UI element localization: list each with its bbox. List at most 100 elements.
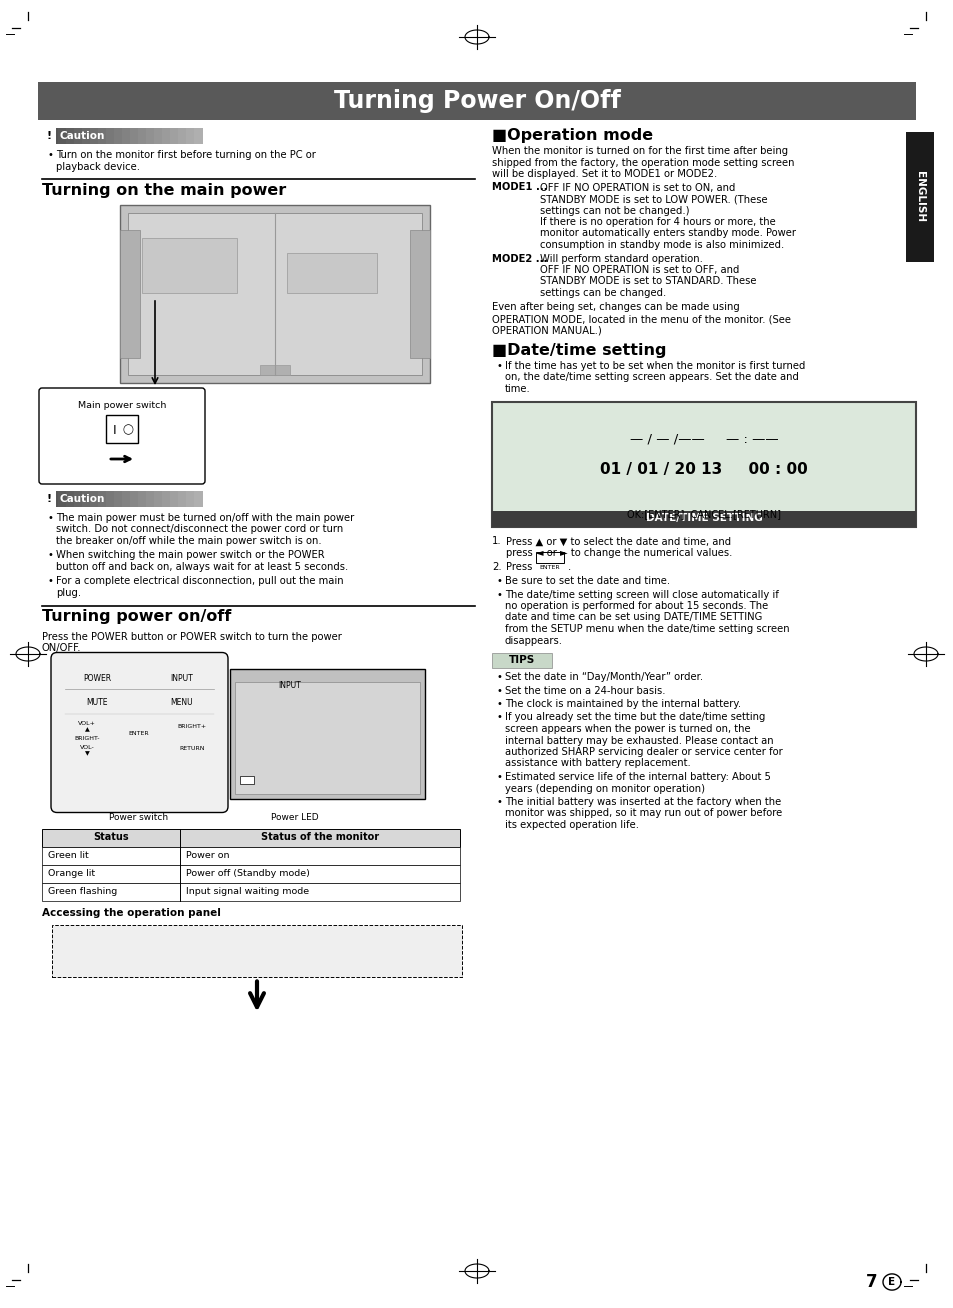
Bar: [74, 490, 83, 508]
Bar: [153, 490, 163, 508]
Bar: [122, 490, 131, 508]
Text: consumption in standby mode is also minimized.: consumption in standby mode is also mini…: [539, 239, 783, 250]
Text: POWER: POWER: [83, 674, 111, 683]
Text: settings can be changed.: settings can be changed.: [539, 288, 665, 298]
Text: monitor automatically enters standby mode. Power: monitor automatically enters standby mod…: [539, 229, 795, 238]
Text: Orange lit: Orange lit: [48, 869, 95, 878]
Text: ON/OFF.: ON/OFF.: [42, 644, 81, 653]
Text: !: !: [47, 494, 51, 504]
Text: disappears.: disappears.: [504, 636, 562, 646]
Bar: [113, 490, 123, 508]
Text: MUTE: MUTE: [86, 698, 108, 708]
Text: •: •: [48, 513, 53, 523]
Text: ◯: ◯: [122, 425, 133, 436]
Bar: [186, 128, 194, 144]
Bar: [106, 490, 115, 508]
Text: •: •: [48, 551, 53, 561]
Text: MODE2 ...: MODE2 ...: [492, 254, 547, 263]
Text: OFF IF NO OPERATION is set to OFF, and: OFF IF NO OPERATION is set to OFF, and: [539, 266, 739, 275]
Bar: [230, 668, 424, 798]
Text: INPUT: INPUT: [278, 681, 301, 691]
Text: ENTER: ENTER: [129, 731, 150, 736]
Bar: [50, 490, 59, 508]
Text: Be sure to set the date and time.: Be sure to set the date and time.: [504, 576, 669, 586]
Text: button off and back on, always wait for at least 5 seconds.: button off and back on, always wait for …: [56, 562, 348, 572]
Text: time.: time.: [504, 385, 530, 394]
Bar: [82, 490, 91, 508]
Text: DATE/TIME SETTING: DATE/TIME SETTING: [645, 514, 761, 523]
Text: Power off (Standby mode): Power off (Standby mode): [186, 869, 310, 878]
FancyBboxPatch shape: [51, 653, 228, 812]
Text: Status of the monitor: Status of the monitor: [261, 832, 378, 842]
Text: •: •: [497, 713, 502, 722]
Bar: [42, 865, 459, 883]
Bar: [146, 128, 154, 144]
Text: monitor was shipped, so it may run out of power before: monitor was shipped, so it may run out o…: [504, 808, 781, 819]
Bar: [186, 490, 194, 508]
Bar: [120, 205, 430, 383]
Text: Power LED: Power LED: [271, 812, 318, 821]
Text: VOL+
▲: VOL+ ▲: [78, 721, 96, 732]
Text: INPUT: INPUT: [171, 674, 193, 683]
Bar: [130, 128, 139, 144]
Bar: [142, 238, 236, 293]
Text: •: •: [497, 590, 502, 599]
Text: The date/time setting screen will close automatically if: The date/time setting screen will close …: [504, 590, 778, 599]
Bar: [260, 365, 290, 375]
Bar: [58, 490, 67, 508]
Bar: [52, 925, 461, 977]
Text: Power switch: Power switch: [110, 812, 169, 821]
Bar: [42, 490, 56, 508]
Text: Turning Power On/Off: Turning Power On/Off: [334, 89, 619, 112]
Bar: [410, 230, 430, 358]
Text: I: I: [113, 424, 116, 437]
Text: BRIGHT+: BRIGHT+: [177, 725, 207, 729]
Text: Turning power on/off: Turning power on/off: [42, 610, 232, 624]
Text: •: •: [497, 576, 502, 586]
Bar: [128, 213, 421, 375]
FancyBboxPatch shape: [39, 388, 205, 484]
Text: TIPS: TIPS: [508, 655, 535, 664]
Text: •: •: [497, 772, 502, 782]
Text: 01 / 01 / 20 13     00 : 00: 01 / 01 / 20 13 00 : 00: [599, 462, 807, 477]
Text: RETURN: RETURN: [179, 746, 205, 751]
Text: •: •: [48, 150, 53, 160]
Text: shipped from the factory, the operation mode setting screen: shipped from the factory, the operation …: [492, 157, 794, 167]
Bar: [146, 490, 154, 508]
Text: •: •: [497, 698, 502, 709]
Bar: [138, 490, 147, 508]
Bar: [178, 490, 187, 508]
Text: Turning on the main power: Turning on the main power: [42, 183, 286, 198]
Bar: [536, 552, 563, 562]
Text: no operation is performed for about 15 seconds. The: no operation is performed for about 15 s…: [504, 600, 767, 611]
Text: ■Date/time setting: ■Date/time setting: [492, 343, 666, 358]
Text: 2.: 2.: [492, 561, 501, 572]
Bar: [90, 490, 99, 508]
Text: — / — /——     — : ——: — / — /—— — : ——: [629, 433, 778, 446]
Bar: [38, 82, 915, 120]
Text: The main power must be turned on/off with the main power: The main power must be turned on/off wit…: [56, 513, 354, 523]
Bar: [42, 828, 459, 846]
Text: .: .: [567, 561, 571, 572]
Text: date and time can be set using DATE/TIME SETTING: date and time can be set using DATE/TIME…: [504, 612, 761, 623]
Bar: [193, 490, 203, 508]
Text: Press the POWER button or POWER switch to turn the power: Press the POWER button or POWER switch t…: [42, 632, 341, 641]
Text: screen appears when the power is turned on, the: screen appears when the power is turned …: [504, 725, 750, 734]
Bar: [98, 490, 107, 508]
Text: its expected operation life.: its expected operation life.: [504, 820, 639, 831]
Text: Status: Status: [93, 832, 129, 842]
Bar: [50, 128, 59, 144]
Text: Press ▲ or ▼ to select the date and time, and: Press ▲ or ▼ to select the date and time…: [505, 536, 730, 547]
Bar: [234, 681, 419, 794]
Text: switch. Do not connect/disconnect the power cord or turn: switch. Do not connect/disconnect the po…: [56, 525, 343, 535]
Text: 1.: 1.: [492, 536, 501, 547]
Text: will be displayed. Set it to MODE1 or MODE2.: will be displayed. Set it to MODE1 or MO…: [492, 169, 717, 179]
Text: ■Operation mode: ■Operation mode: [492, 128, 653, 143]
Text: playback device.: playback device.: [56, 161, 140, 171]
Text: press ◄ or ► to change the numerical values.: press ◄ or ► to change the numerical val…: [505, 548, 732, 559]
Bar: [98, 128, 107, 144]
Text: Power on: Power on: [186, 852, 230, 859]
Bar: [106, 415, 138, 443]
Text: years (depending on monitor operation): years (depending on monitor operation): [504, 783, 704, 794]
Text: on, the date/time setting screen appears. Set the date and: on, the date/time setting screen appears…: [504, 373, 798, 382]
